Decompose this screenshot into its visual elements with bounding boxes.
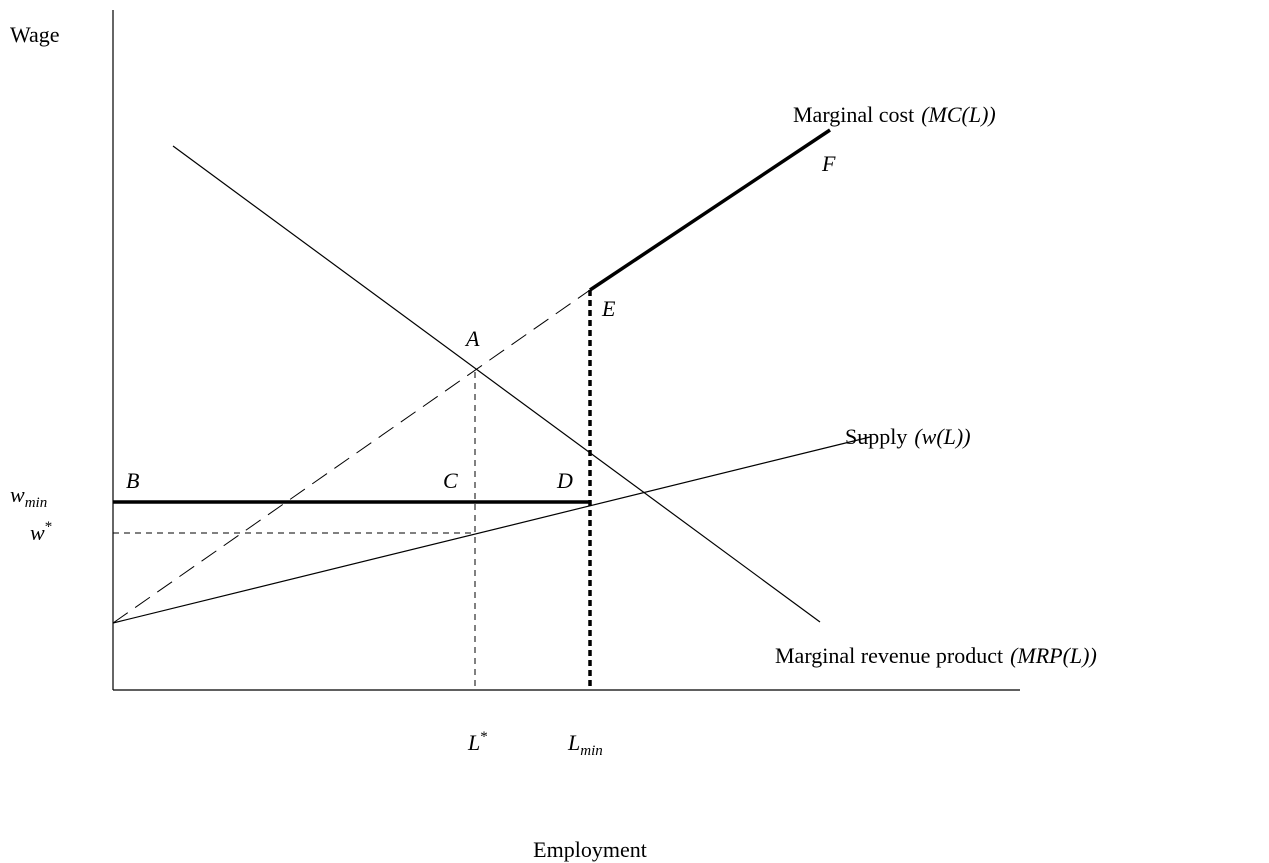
mrp-label: Marginal revenue product (MRP(L)) [775,643,1097,668]
mc-dashed [112,289,591,624]
base: L [467,730,480,755]
sub: min [25,495,48,511]
l-star-label: L* [467,729,488,755]
supply-curve [112,436,871,624]
mc-label: Marginal cost (MC(L)) [793,102,996,127]
w-star-label: w* [30,519,52,545]
text: Supply [845,424,907,449]
text: Marginal revenue product [775,643,1003,668]
math: (MC(L)) [921,102,996,127]
guides [112,372,590,691]
point-label: A [464,326,480,351]
text: Marginal cost [793,102,914,127]
l-min-label: Lmin [567,730,603,759]
mc-solid [589,128,831,292]
math: (w(L)) [914,424,970,449]
x-axis-label: Employment [533,837,647,862]
supply-label: Supply (w(L)) [845,424,971,449]
w-min-label: wmin [10,482,47,511]
point-label: B [126,468,139,493]
sub: min [580,743,603,759]
mrp-curve [172,145,821,623]
math: (MRP(L)) [1010,643,1097,668]
point-label: E [601,296,616,321]
point-label: F [821,151,836,176]
base: L [567,730,580,755]
point-label: D [556,468,573,493]
base: w [30,520,45,545]
sup: * [480,729,488,745]
point-label: C [443,468,458,493]
sup: * [45,519,53,535]
y-axis-label: Wage [10,22,60,47]
base: w [10,482,25,507]
